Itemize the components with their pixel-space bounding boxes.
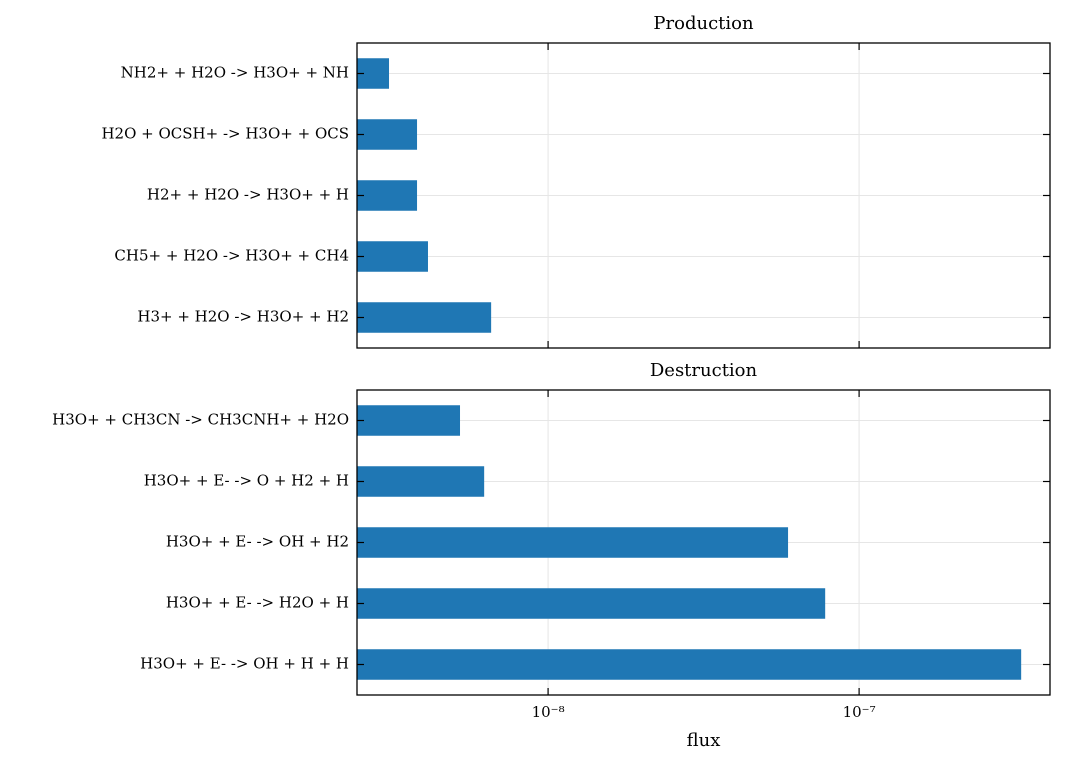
subplot-title: Destruction (650, 360, 758, 381)
x-axis-label: flux (687, 730, 721, 751)
plot-frame (356, 389, 1051, 696)
y-tick-label: H2+ + H2O -> H3O+ + H (147, 186, 349, 204)
y-tick-label: NH2+ + H2O -> H3O+ + NH (121, 64, 349, 82)
bar (357, 588, 826, 619)
y-tick-label: H3+ + H2O -> H3O+ + H2 (137, 308, 349, 326)
x-tick-label: 10⁻⁷ (843, 703, 876, 721)
bar (357, 405, 461, 436)
bar (357, 527, 789, 558)
y-tick-label: CH5+ + H2O -> H3O+ + CH4 (114, 247, 349, 265)
y-tick-label: H3O+ + E- -> OH + H2 (166, 533, 349, 551)
y-tick-label: H3O+ + E- -> H2O + H (166, 594, 349, 612)
bar (357, 241, 428, 272)
y-tick-label: H2O + OCSH+ -> H3O+ + OCS (101, 125, 349, 143)
bar (357, 119, 418, 150)
bar (357, 466, 485, 497)
plot-frame (356, 42, 1051, 349)
bar (357, 649, 1022, 680)
x-tick-label: 10⁻⁸ (532, 703, 565, 721)
subplot-title: Production (653, 13, 754, 34)
bar (357, 302, 492, 333)
bar (357, 180, 418, 211)
y-tick-label: H3O+ + CH3CN -> CH3CNH+ + H2O (52, 411, 349, 429)
y-tick-label: H3O+ + E- -> OH + H + H (140, 655, 349, 673)
y-tick-label: H3O+ + E- -> O + H2 + H (144, 472, 349, 490)
